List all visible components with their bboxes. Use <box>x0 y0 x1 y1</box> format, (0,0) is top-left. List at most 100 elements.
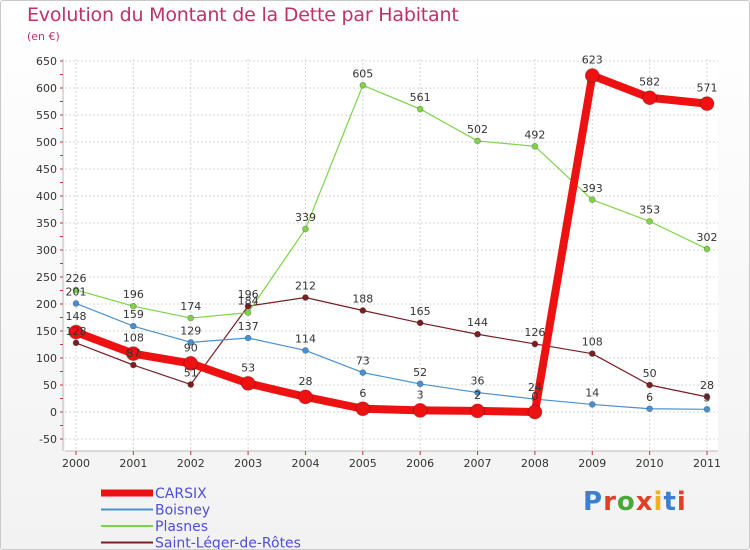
data-point-saint-leger-de-rotes <box>187 381 195 388</box>
data-point-plasnes <box>302 225 309 233</box>
data-point-saint-leger-de-rotes <box>703 393 711 401</box>
data-label-boisney: 129 <box>180 324 201 337</box>
data-label-plasnes: 393 <box>582 182 603 195</box>
data-label-carsix: 90 <box>184 341 198 354</box>
data-point-boisney <box>129 322 137 330</box>
data-label-carsix: 571 <box>697 82 718 95</box>
data-label-saint-leger-de-rotes: 196 <box>238 288 259 301</box>
legend-label: Plasnes <box>155 519 208 535</box>
data-point-boisney <box>72 300 80 307</box>
y-tick-label: 650 <box>36 55 57 68</box>
data-label-boisney: 73 <box>356 355 370 368</box>
data-label-saint-leger-de-rotes: 128 <box>66 325 87 338</box>
data-point-boisney <box>359 369 367 376</box>
logo-letter: i <box>676 487 687 517</box>
data-label-saint-leger-de-rotes: 51 <box>184 366 198 379</box>
legend-label: CARSIX <box>155 486 207 502</box>
data-label-carsix: 6 <box>359 387 366 400</box>
x-tick-label: 2003 <box>234 457 262 470</box>
data-point-boisney <box>416 380 424 388</box>
data-label-saint-leger-de-rotes: 87 <box>126 347 140 360</box>
data-point-carsix <box>68 324 84 340</box>
data-label-boisney: 137 <box>238 320 259 333</box>
data-label-saint-leger-de-rotes: 126 <box>524 326 545 339</box>
data-point-plasnes <box>703 245 711 253</box>
data-label-saint-leger-de-rotes: 144 <box>467 316 488 329</box>
data-label-plasnes: 174 <box>180 300 201 313</box>
data-label-boisney: 14 <box>585 386 599 399</box>
x-tick-label: 2011 <box>693 457 721 470</box>
y-tick-label: 600 <box>36 82 57 95</box>
data-point-plasnes <box>474 137 481 145</box>
logo-letter: r <box>603 487 617 517</box>
data-point-saint-leger-de-rotes <box>359 307 367 314</box>
series-line-saint-leger-de-rotes <box>75 296 708 398</box>
x-tick-label: 2002 <box>177 457 205 470</box>
y-tick-label: 400 <box>36 190 57 203</box>
data-label-carsix: 108 <box>123 332 144 345</box>
data-label-boisney: 201 <box>66 285 87 298</box>
data-label-carsix: 623 <box>582 54 603 67</box>
y-tick-label: 0 <box>50 406 57 419</box>
x-tick-label: 2005 <box>349 457 377 470</box>
data-label-saint-leger-de-rotes: 165 <box>410 305 431 318</box>
y-tick-label: 550 <box>36 109 57 122</box>
legend-label: Saint-Léger-de-Rôtes <box>155 536 301 550</box>
data-point-plasnes <box>588 196 596 204</box>
logo-letter: i <box>653 487 664 517</box>
legend-label: Boisney <box>155 503 210 519</box>
x-tick-label: 2001 <box>119 457 147 470</box>
data-point-carsix <box>355 401 371 417</box>
y-tick-label: 200 <box>36 298 57 311</box>
y-tick-label: 300 <box>36 244 57 257</box>
chart-subtitle: (en €) <box>27 30 60 43</box>
data-point-boisney <box>588 401 596 408</box>
y-tick-label: 350 <box>36 217 57 230</box>
data-label-boisney: 36 <box>471 375 485 388</box>
data-label-boisney: 114 <box>295 332 316 345</box>
data-point-saint-leger-de-rotes <box>588 350 596 358</box>
plot-area <box>65 59 718 451</box>
data-point-boisney <box>187 338 195 346</box>
data-point-boisney <box>474 389 481 396</box>
data-label-plasnes: 184 <box>238 295 259 308</box>
y-tick-label: -50 <box>39 433 57 446</box>
data-point-boisney <box>703 405 711 413</box>
data-point-carsix <box>183 355 199 371</box>
data-point-carsix <box>584 68 600 83</box>
data-point-saint-leger-de-rotes <box>129 361 137 369</box>
y-tick-label: 450 <box>36 163 57 176</box>
y-tick-label: 100 <box>36 352 57 365</box>
x-tick-label: 2010 <box>636 457 664 470</box>
data-label-boisney: 52 <box>413 366 427 379</box>
data-point-boisney <box>244 334 252 342</box>
data-point-plasnes <box>359 81 367 89</box>
data-label-plasnes: 226 <box>66 272 87 285</box>
data-point-carsix <box>412 402 428 418</box>
data-label-boisney: 159 <box>123 308 144 321</box>
data-point-boisney <box>646 405 654 413</box>
data-point-saint-leger-de-rotes <box>646 381 654 389</box>
data-point-plasnes <box>531 142 539 150</box>
data-point-plasnes <box>244 309 252 317</box>
data-point-plasnes <box>129 302 137 310</box>
data-label-plasnes: 605 <box>352 67 373 80</box>
data-point-boisney <box>302 347 309 354</box>
data-point-carsix <box>240 375 256 391</box>
data-label-carsix: 28 <box>298 375 312 388</box>
data-point-carsix <box>699 96 715 112</box>
data-label-carsix: 53 <box>241 361 255 374</box>
data-point-carsix <box>470 403 485 419</box>
logo-letter: x <box>635 487 654 517</box>
series-line-boisney <box>75 302 708 410</box>
proxiti-logo: Proxiti <box>583 487 687 517</box>
x-tick-label: 2006 <box>406 457 434 470</box>
data-point-plasnes <box>646 217 654 225</box>
data-point-plasnes <box>72 286 80 294</box>
series-line-carsix <box>72 71 711 416</box>
chart-title: Evolution du Montant de la Dette par Hab… <box>27 4 459 26</box>
data-point-saint-leger-de-rotes <box>416 319 424 327</box>
data-label-boisney: 6 <box>646 391 653 404</box>
